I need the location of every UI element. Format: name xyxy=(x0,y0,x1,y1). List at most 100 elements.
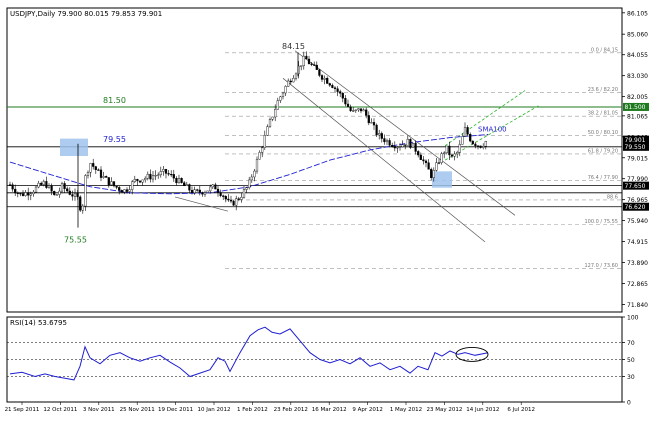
candle-body xyxy=(133,178,136,182)
rsi-title: RSI(14) 53.6795 xyxy=(10,319,67,327)
candle-body xyxy=(81,205,84,211)
candle-body xyxy=(414,143,417,152)
candle-body xyxy=(164,169,168,174)
candle-body xyxy=(294,73,298,79)
candle-body xyxy=(68,190,71,195)
highlight-box xyxy=(60,138,88,157)
candle-body xyxy=(422,159,425,162)
candle-body xyxy=(8,184,12,186)
candle-body xyxy=(235,198,238,206)
candle-body xyxy=(404,144,407,146)
time-tick-label: 16 Mar 2012 xyxy=(312,407,347,413)
candle-body xyxy=(341,93,344,99)
price-tick-label: 71.840 xyxy=(627,302,648,309)
price-tick-label: 72.865 xyxy=(627,281,648,288)
time-tick-label: 25 Nov 2011 xyxy=(120,407,155,413)
price-tick-label: 86.105 xyxy=(627,10,648,17)
candle-body xyxy=(110,181,113,186)
main-chart-frame xyxy=(6,7,623,313)
candle-body xyxy=(417,151,420,156)
fibonacci-levels: 0.0 / 84.15 23.6 / 82.20 38.2 / 81.05 50.0 … xyxy=(225,47,622,269)
candle-body xyxy=(326,77,329,84)
candle-body xyxy=(27,192,30,196)
candle-body xyxy=(219,192,222,196)
time-tick-label: 14 Jun 2012 xyxy=(466,407,499,413)
candle-body xyxy=(227,198,230,201)
candle-body xyxy=(16,192,19,194)
price-tick-label: 73.890 xyxy=(627,260,648,267)
fib-level-label: 127.0 / 73.60 xyxy=(585,263,619,269)
price-tick-label: 77.990 xyxy=(627,176,648,183)
candle-body xyxy=(435,162,438,171)
candle-body xyxy=(211,184,214,188)
candle-body xyxy=(146,173,149,179)
rsi-line xyxy=(9,326,489,381)
price-tick-label: 81.065 xyxy=(627,113,648,120)
candle-body xyxy=(388,140,391,146)
candle-body xyxy=(250,176,253,181)
candle-body xyxy=(253,170,256,178)
candle-body xyxy=(123,189,126,193)
candle-body xyxy=(47,185,51,188)
candle-body xyxy=(437,162,441,164)
candle-body xyxy=(245,187,248,190)
candle-body xyxy=(268,119,272,127)
candle-body xyxy=(136,178,139,182)
candle-body xyxy=(216,188,220,193)
candle-body xyxy=(40,182,43,185)
price-badge xyxy=(623,102,649,111)
fib-level-label: 76.4 / 77.90 xyxy=(588,175,618,181)
candle-body xyxy=(79,196,82,211)
price-badge-label: 76.620 xyxy=(625,204,646,211)
candle-body xyxy=(172,174,175,179)
candle-body xyxy=(318,69,321,76)
candle-body xyxy=(393,146,396,149)
candle-body xyxy=(375,124,378,136)
candle-body xyxy=(448,145,451,156)
sma-label: SMA100 xyxy=(478,126,507,134)
rsi-indicator xyxy=(7,326,622,381)
candle-body xyxy=(261,147,264,153)
candle-body xyxy=(471,140,474,145)
candle-body xyxy=(63,183,66,189)
candle-body xyxy=(287,80,290,87)
candle-body xyxy=(198,189,201,193)
chart-title: USDJPY,Daily 79.900 80.015 79.853 79.901 xyxy=(10,10,162,18)
highlight-boxes xyxy=(60,138,452,188)
candle-body xyxy=(349,106,352,112)
candle-body xyxy=(456,152,459,155)
price-tick-label: 74.915 xyxy=(627,239,648,246)
fib-level-label: 100.0 / 75.55 xyxy=(585,219,619,225)
price-tick-label: 75.940 xyxy=(627,218,648,225)
candle-body xyxy=(276,100,279,110)
candlesticks xyxy=(8,51,487,228)
candle-body xyxy=(141,179,144,183)
candle-body xyxy=(229,199,233,202)
candle-body xyxy=(372,122,376,126)
candle-body xyxy=(461,136,464,145)
candle-body xyxy=(432,170,435,178)
candle-body xyxy=(310,63,313,65)
candle-body xyxy=(60,183,64,192)
candle-body xyxy=(159,171,162,176)
time-tick-label: 23 Feb 2012 xyxy=(274,407,308,413)
candle-body xyxy=(401,144,404,148)
candle-body xyxy=(170,173,173,176)
candle-body xyxy=(203,192,207,195)
candle-body xyxy=(73,193,77,197)
candle-body xyxy=(320,75,324,80)
candle-body xyxy=(453,153,456,157)
candle-body xyxy=(222,195,225,197)
fib-level-label: 0.0 / 84.15 xyxy=(591,47,618,53)
candle-body xyxy=(378,133,381,136)
candle-body xyxy=(185,184,188,187)
candle-body xyxy=(162,169,165,172)
fib-level-label: 38.2 / 81.05 xyxy=(588,111,618,117)
candle-body xyxy=(89,163,92,173)
candle-body xyxy=(336,88,339,92)
candle-body xyxy=(167,173,170,175)
candle-body xyxy=(149,173,152,180)
